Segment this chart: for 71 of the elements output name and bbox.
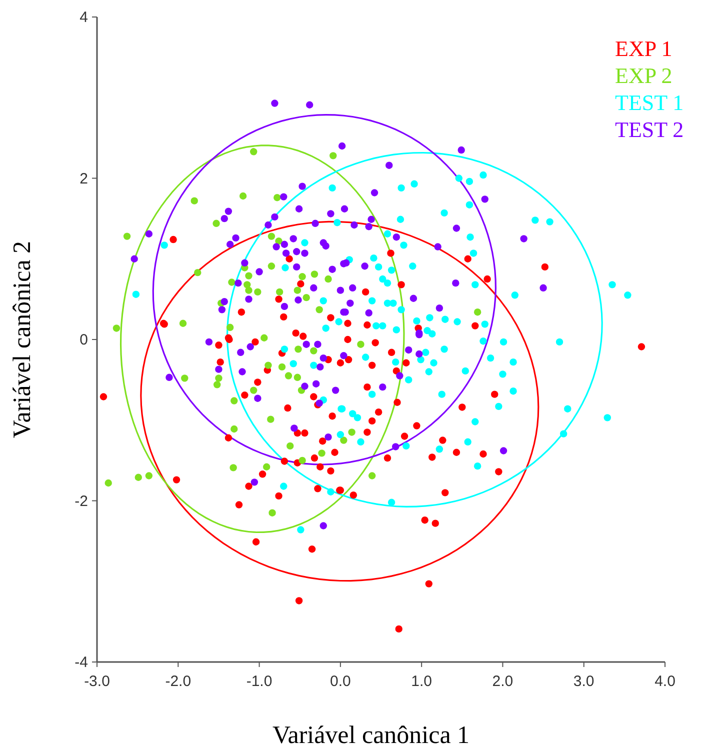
- point: [226, 324, 234, 332]
- point: [310, 270, 318, 278]
- y-tick-label: 4: [80, 9, 88, 26]
- point: [357, 340, 364, 348]
- point: [274, 194, 281, 202]
- x-tick-label: 1.0: [411, 673, 432, 690]
- point: [254, 288, 262, 296]
- point: [179, 320, 187, 327]
- point: [474, 308, 482, 316]
- text: TEST 1: [615, 90, 684, 115]
- point: [212, 220, 220, 227]
- x-axis-title: Variável canônica 1: [272, 722, 470, 749]
- point: [294, 374, 302, 381]
- point: [250, 386, 258, 394]
- x-tick-label: 0.0: [330, 673, 351, 690]
- point: [324, 275, 332, 283]
- point: [104, 479, 112, 487]
- point: [267, 416, 274, 423]
- y-tick-label: 2: [80, 170, 88, 188]
- y-tick-label: 0: [80, 332, 88, 348]
- point: [262, 463, 270, 470]
- point: [145, 472, 153, 480]
- point: [268, 232, 276, 240]
- point: [268, 509, 276, 516]
- point: [250, 148, 258, 156]
- point: [134, 474, 142, 481]
- point: [228, 278, 236, 286]
- point: [294, 346, 302, 353]
- point: [194, 268, 202, 276]
- point: [245, 272, 252, 280]
- point: [230, 425, 238, 433]
- point: [286, 442, 294, 450]
- point: [213, 381, 221, 388]
- point: [284, 372, 292, 380]
- point: [348, 428, 356, 436]
- point: [239, 192, 247, 200]
- point: [276, 288, 284, 296]
- y-tick-label: -2: [74, 492, 88, 510]
- point: [310, 347, 318, 354]
- point: [181, 374, 188, 382]
- text: TEST 2: [615, 117, 684, 142]
- point: [215, 374, 222, 382]
- point: [260, 334, 268, 342]
- point: [368, 472, 376, 480]
- point: [268, 262, 276, 270]
- point: [298, 456, 306, 464]
- y-axis-title: Variável canônica 2: [9, 240, 36, 438]
- point: [294, 286, 302, 294]
- point: [278, 363, 286, 371]
- x-tick-label: -1.0: [246, 673, 272, 690]
- x-tick-label: -2.0: [165, 673, 192, 690]
- text: EXP 1: [615, 36, 672, 61]
- point: [190, 197, 198, 204]
- x-tick-label: 4.0: [654, 673, 676, 690]
- text: EXP 2: [615, 63, 672, 88]
- point: [245, 286, 252, 294]
- point: [112, 324, 120, 332]
- x-tick-label: 2.0: [492, 673, 514, 690]
- point: [318, 450, 326, 457]
- point: [330, 152, 337, 160]
- point: [302, 294, 310, 302]
- x-tick-label: 3.0: [573, 673, 594, 690]
- point: [230, 464, 237, 472]
- point: [340, 436, 348, 444]
- point: [123, 232, 131, 240]
- point: [298, 273, 306, 280]
- point: [230, 397, 238, 404]
- point: [264, 362, 272, 369]
- y-tick-label: -4: [74, 654, 88, 671]
- point: [316, 306, 323, 314]
- x-tick-label: -3.0: [84, 673, 110, 690]
